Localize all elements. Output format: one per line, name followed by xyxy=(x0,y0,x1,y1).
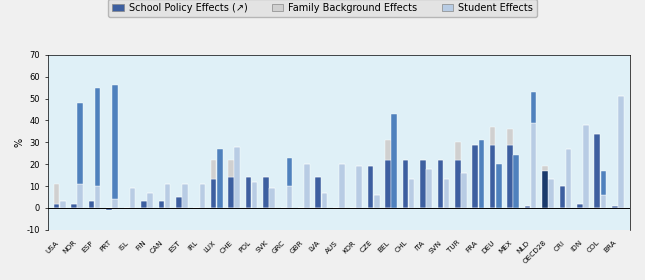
Bar xyxy=(461,173,467,208)
Bar xyxy=(455,142,461,160)
Bar xyxy=(508,144,513,208)
Bar xyxy=(566,149,571,208)
Bar xyxy=(211,179,217,208)
Bar xyxy=(228,160,234,177)
Bar xyxy=(426,169,432,208)
Bar xyxy=(252,182,257,208)
Bar xyxy=(182,184,188,208)
Bar xyxy=(595,134,600,208)
Bar xyxy=(322,193,327,208)
Bar xyxy=(269,188,275,208)
Bar xyxy=(106,208,112,210)
Bar xyxy=(437,160,443,208)
Bar xyxy=(600,171,606,195)
Bar xyxy=(490,127,495,144)
Bar xyxy=(409,179,414,208)
Bar xyxy=(490,144,495,208)
Bar xyxy=(357,166,362,208)
Legend: School Policy Effects (↗), Family Background Effects, Student Effects: School Policy Effects (↗), Family Backgr… xyxy=(108,0,537,17)
Bar xyxy=(531,92,537,123)
Bar xyxy=(112,85,118,199)
Bar xyxy=(147,193,153,208)
Bar xyxy=(455,160,461,208)
Bar xyxy=(385,160,391,208)
Bar xyxy=(496,164,502,208)
Bar xyxy=(385,140,391,160)
Bar xyxy=(542,171,548,208)
Bar xyxy=(508,129,513,144)
Bar xyxy=(402,160,408,208)
Bar xyxy=(77,184,83,208)
Bar xyxy=(304,164,310,208)
Bar xyxy=(234,147,240,208)
Bar xyxy=(368,166,373,208)
Bar xyxy=(600,195,606,208)
Bar xyxy=(513,155,519,208)
Bar xyxy=(72,204,77,208)
Bar xyxy=(54,204,59,208)
Bar xyxy=(542,166,548,171)
Bar xyxy=(112,199,118,208)
Bar xyxy=(583,125,589,208)
Bar xyxy=(141,201,146,208)
Bar xyxy=(54,184,59,204)
Bar xyxy=(176,197,181,208)
Bar xyxy=(315,177,321,208)
Bar xyxy=(217,149,223,208)
Bar xyxy=(60,201,66,208)
Bar xyxy=(211,160,217,179)
Bar xyxy=(472,144,478,208)
Bar xyxy=(228,177,234,208)
Bar xyxy=(525,206,530,208)
Bar xyxy=(164,184,170,208)
Bar xyxy=(444,179,450,208)
Y-axis label: %: % xyxy=(15,138,25,147)
Bar xyxy=(159,201,164,208)
Bar xyxy=(95,186,101,208)
Bar xyxy=(548,179,554,208)
Bar xyxy=(77,103,83,184)
Bar xyxy=(479,140,484,208)
Bar xyxy=(374,195,379,208)
Bar xyxy=(542,171,548,208)
Bar xyxy=(577,204,582,208)
Bar xyxy=(130,188,135,208)
Bar xyxy=(287,158,292,186)
Bar xyxy=(392,114,397,208)
Bar xyxy=(263,177,269,208)
Bar xyxy=(89,201,94,208)
Bar xyxy=(246,177,252,208)
Bar xyxy=(339,164,344,208)
Bar xyxy=(618,96,624,208)
Bar xyxy=(612,206,617,208)
Bar xyxy=(95,88,101,186)
Bar xyxy=(199,184,205,208)
Bar xyxy=(420,160,426,208)
Bar xyxy=(560,186,565,208)
Bar xyxy=(531,123,537,208)
Bar xyxy=(287,186,292,208)
